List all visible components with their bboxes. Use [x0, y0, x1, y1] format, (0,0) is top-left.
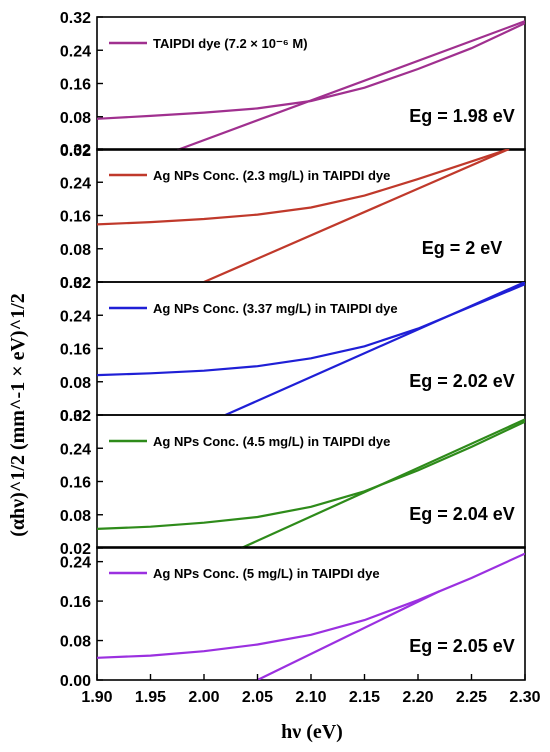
- y-tick-label: 0.02: [60, 541, 91, 558]
- x-axis-title: hν (eV): [281, 721, 343, 743]
- data-curve: [97, 420, 525, 530]
- y-tick-label: 0.16: [60, 475, 91, 492]
- y-axis-title: (αhν)^1/2 (mm^-1 × eV)^1/2: [7, 293, 29, 537]
- panel-2: 0.02 0.08 0.16 0.24 0.32 Ag NPs Conc. (2.3 mg…: [60, 142, 526, 292]
- panel-1: 0.02 0.08 0.16 0.24 0.32 TAIPDI dye (7.2 × 10…: [60, 10, 526, 160]
- y-tick-label: 0.02: [60, 408, 91, 425]
- y-tick-label: 0.24: [60, 555, 91, 572]
- x-tick-label: 2.05: [242, 689, 273, 706]
- x-tick-label: 2.30: [509, 689, 540, 706]
- y-tick-label: 0.32: [60, 275, 91, 292]
- x-tick-label: 2.15: [349, 689, 380, 706]
- y-tick-label: 0.32: [60, 10, 91, 27]
- y-tick-label: 0.32: [60, 408, 91, 425]
- data-curve: [97, 283, 525, 377]
- y-tick-label: 0.02: [60, 275, 91, 292]
- legend-label: TAIPDI dye (7.2 × 10⁻⁶ M): [153, 36, 308, 51]
- tangent-line: [203, 149, 510, 282]
- y-tick-label: 0.08: [60, 508, 91, 525]
- y-tick-label: 0.08: [60, 110, 91, 127]
- x-tick-label: 2.25: [456, 689, 487, 706]
- y-tick-label: 0.02: [60, 143, 91, 160]
- y-tick-label: 0.16: [60, 209, 91, 226]
- band-gap-label: Eg = 2.05 eV: [409, 636, 515, 656]
- y-tick-label: 0.16: [60, 77, 91, 94]
- band-gap-label: Eg = 2 eV: [422, 238, 503, 258]
- y-tick-label: 0.08: [60, 242, 91, 259]
- panel-3: 0.02 0.08 0.16 0.24 0.32 Ag NPs Conc. (3.37 m…: [60, 275, 526, 425]
- legend-label: Ag NPs Conc. (4.5 mg/L) in TAIPDI dye: [153, 434, 390, 449]
- band-gap-label: Eg = 2.02 eV: [409, 371, 515, 391]
- y-tick-label: 0.24: [60, 308, 91, 325]
- panel-4: 0.02 0.08 0.16 0.24 0.32 Ag NPs Conc. (4.5 mg…: [60, 408, 526, 558]
- tangent-line: [224, 282, 525, 415]
- band-gap-label: Eg = 1.98 eV: [409, 106, 515, 126]
- y-tick-label: 0.24: [60, 175, 91, 192]
- panel-5: 0.00 0.08 0.16 0.24 Ag NPs Conc. (5 mg/L) in…: [60, 546, 526, 690]
- legend-label: Ag NPs Conc. (2.3 mg/L) in TAIPDI dye: [153, 168, 390, 183]
- legend-label: Ag NPs Conc. (3.37 mg/L) in TAIPDI dye: [153, 301, 398, 316]
- tangent-line: [241, 418, 525, 548]
- legend-label: Ag NPs Conc. (5 mg/L) in TAIPDI dye: [153, 566, 380, 581]
- y-tick-label: 0.08: [60, 634, 91, 651]
- data-curve: [97, 552, 525, 659]
- x-tick-label: 1.95: [135, 689, 166, 706]
- y-tick-label: 0.16: [60, 342, 91, 359]
- y-tick-label: 0.08: [60, 375, 91, 392]
- y-tick-label: 0.16: [60, 594, 91, 611]
- x-tick-label: 2.20: [402, 689, 433, 706]
- tangent-line: [176, 20, 525, 150]
- data-curve: [97, 149, 510, 226]
- band-gap-label: Eg = 2.04 eV: [409, 504, 515, 524]
- y-tick-label: 0.32: [60, 142, 91, 159]
- tangent-line: [257, 590, 440, 680]
- y-tick-label: 0.00: [60, 673, 91, 690]
- x-axis-ticks: 1.90 1.95 2.00 2.05 2.10 2.15 2.20 2.25 2.30: [81, 674, 541, 706]
- x-tick-label: 2.10: [295, 689, 326, 706]
- y-tick-label: 0.24: [60, 441, 91, 458]
- y-tick-label: 0.24: [60, 43, 91, 60]
- x-tick-label: 1.90: [81, 689, 112, 706]
- x-tick-label: 2.00: [188, 689, 219, 706]
- panels-group: 0.02 0.08 0.16 0.24 0.32 TAIPDI dye (7.2 × 10…: [60, 10, 526, 690]
